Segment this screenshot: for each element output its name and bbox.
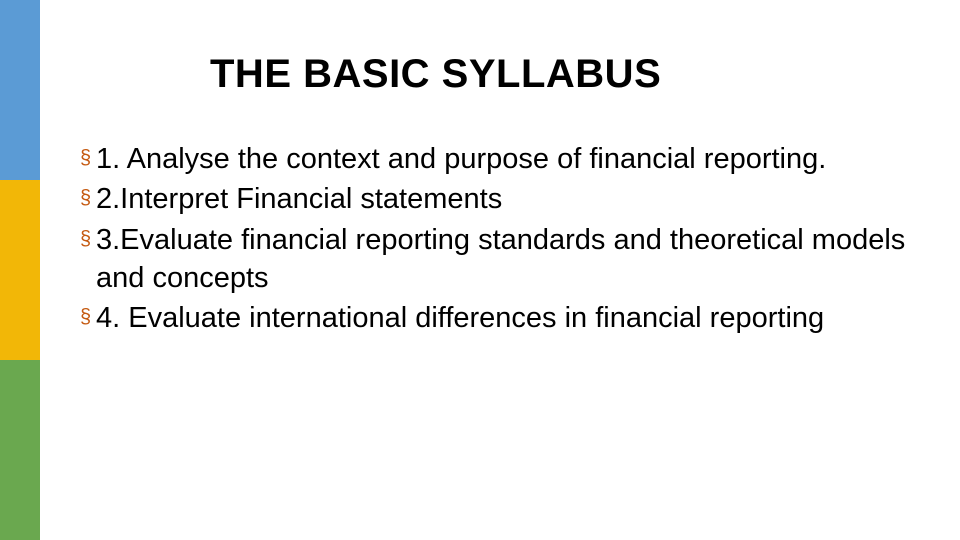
- list-item-text: 2.Interpret Financial statements: [96, 180, 920, 218]
- slide: THE BASIC SYLLABUS § 1. Analyse the cont…: [0, 0, 960, 540]
- list-item: § 2.Interpret Financial statements: [80, 180, 920, 218]
- sidebar-stripes: [0, 0, 40, 540]
- bullet-list: § 1. Analyse the context and purpose of …: [80, 140, 920, 339]
- list-item-text: 1. Analyse the context and purpose of fi…: [96, 140, 920, 178]
- bullet-icon: §: [80, 221, 96, 257]
- list-item: § 4. Evaluate international differences …: [80, 299, 920, 337]
- bullet-icon: §: [80, 140, 96, 176]
- bullet-icon: §: [80, 299, 96, 335]
- stripe-green: [0, 360, 40, 540]
- list-item-text: 3.Evaluate financial reporting standards…: [96, 221, 920, 298]
- slide-title: THE BASIC SYLLABUS: [210, 52, 661, 97]
- stripe-blue: [0, 0, 40, 180]
- list-item-text: 4. Evaluate international differences in…: [96, 299, 920, 337]
- stripe-yellow: [0, 180, 40, 360]
- list-item: § 3.Evaluate financial reporting standar…: [80, 221, 920, 298]
- bullet-icon: §: [80, 180, 96, 216]
- list-item: § 1. Analyse the context and purpose of …: [80, 140, 920, 178]
